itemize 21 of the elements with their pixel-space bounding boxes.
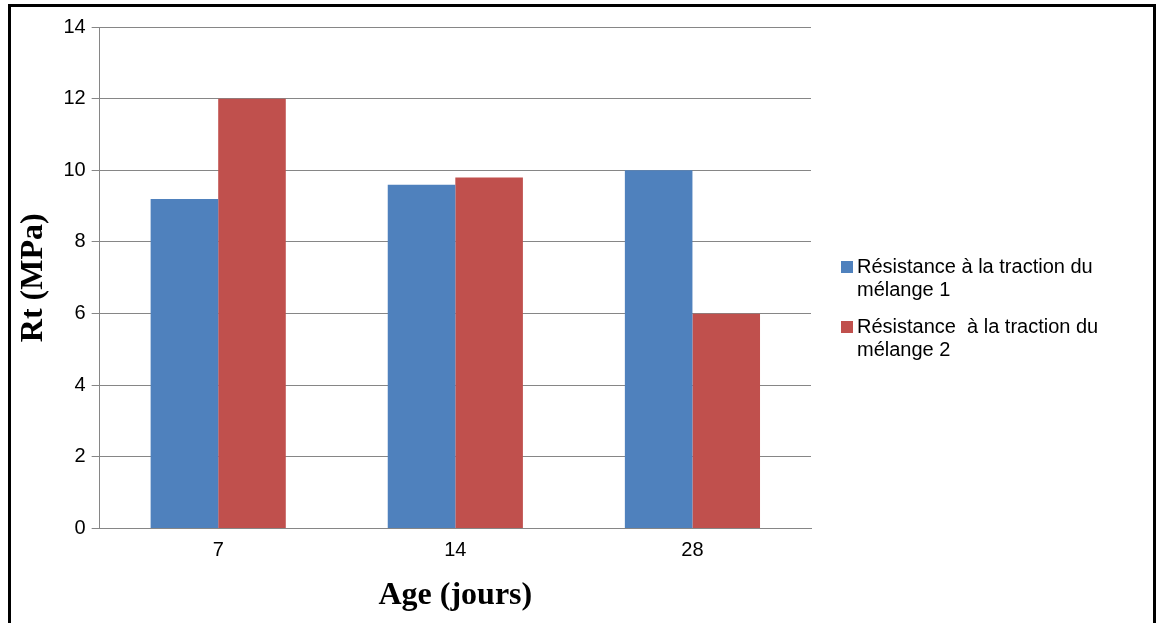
bar — [150, 198, 219, 529]
x-axis-title: Age (jours) — [378, 575, 533, 612]
y-tick-label: 8 — [74, 229, 86, 252]
y-tick-label: 14 — [63, 14, 86, 37]
x-tick-label: 7 — [212, 538, 224, 561]
bar — [455, 177, 523, 529]
bar — [692, 313, 761, 529]
legend-label: Résistance à la traction du mélange 2 — [857, 315, 1100, 361]
y-tick-label: 10 — [63, 157, 86, 180]
x-tick-label: 14 — [444, 538, 467, 561]
bar — [387, 184, 456, 529]
y-tick-label: 6 — [74, 301, 86, 324]
bar — [218, 98, 286, 529]
y-tick-label: 12 — [63, 86, 86, 109]
x-tick-label: 28 — [681, 538, 704, 561]
legend-label: Résistance à la traction du mélange 1 — [857, 255, 1094, 301]
y-tick-label: 2 — [74, 444, 86, 467]
bar — [624, 170, 693, 529]
y-axis-title: Rt (MPa) — [13, 213, 50, 343]
y-tick-label: 0 — [74, 516, 86, 539]
y-tick-label: 4 — [74, 372, 86, 395]
